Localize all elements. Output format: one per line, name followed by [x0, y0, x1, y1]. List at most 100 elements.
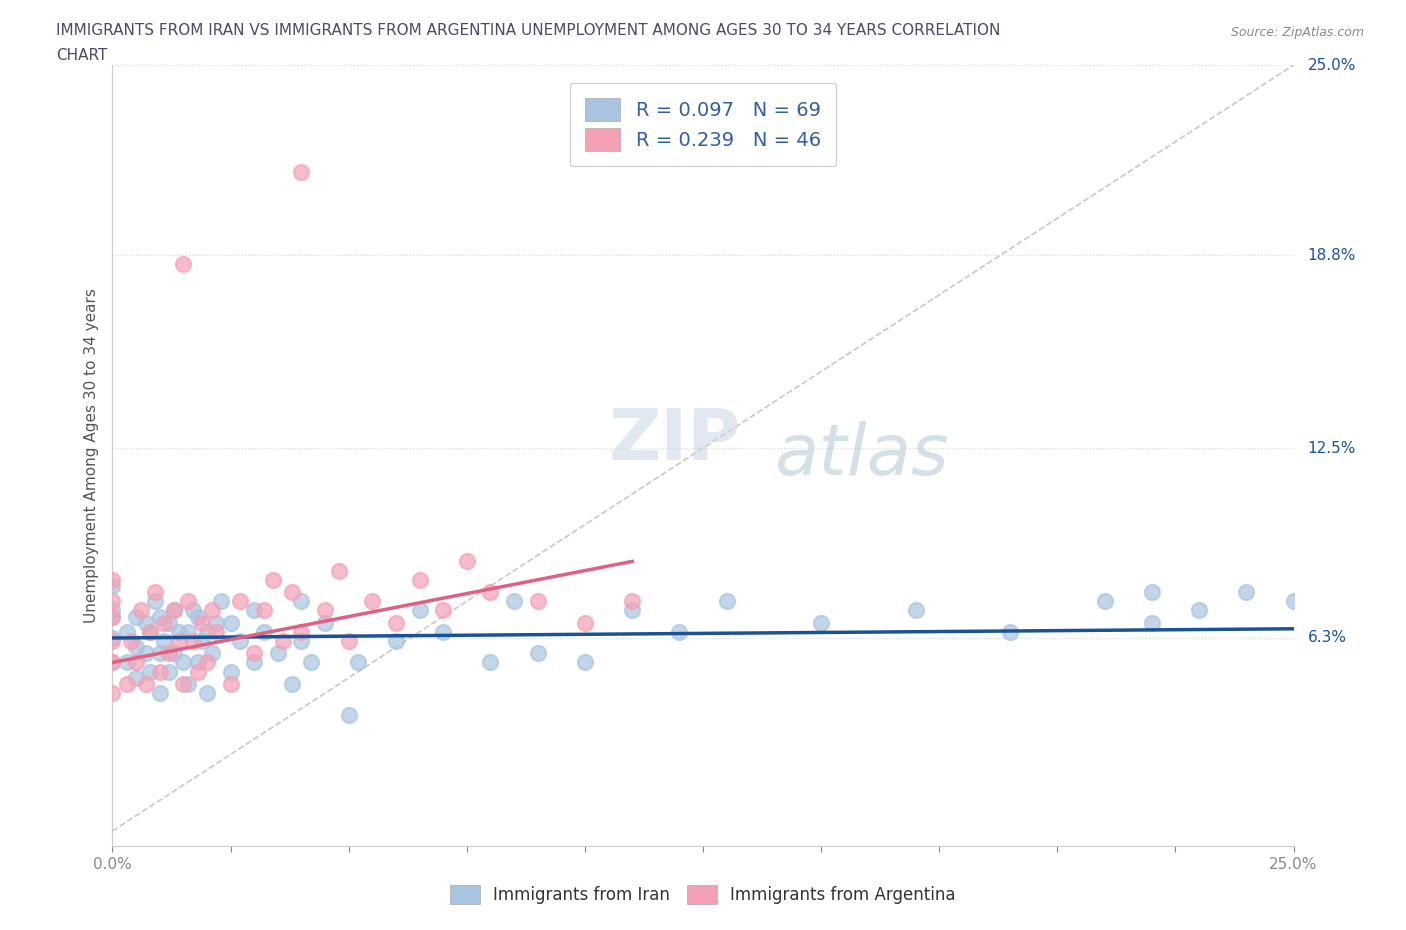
Point [314, 616, 336, 631]
Point [1282, 593, 1305, 608]
Point [201, 603, 224, 618]
Point [1094, 593, 1116, 608]
Point [125, 640, 148, 655]
Point [253, 624, 276, 639]
Point [998, 624, 1021, 639]
Point [229, 633, 252, 648]
Point [432, 603, 454, 618]
Point [479, 655, 502, 670]
Point [385, 616, 408, 631]
Point [1188, 603, 1211, 618]
Point [347, 655, 370, 670]
Point [205, 616, 228, 631]
Point [574, 616, 596, 631]
Point [810, 616, 832, 631]
Point [186, 664, 208, 679]
Text: IMMIGRANTS FROM IRAN VS IMMIGRANTS FROM ARGENTINA UNEMPLOYMENT AMONG AGES 30 TO : IMMIGRANTS FROM IRAN VS IMMIGRANTS FROM … [56, 23, 1001, 38]
Point [177, 676, 200, 691]
Y-axis label: Unemployment Among Ages 30 to 34 years: Unemployment Among Ages 30 to 34 years [83, 288, 98, 623]
Text: 6.3%: 6.3% [1308, 631, 1347, 645]
Point [115, 655, 138, 670]
Point [101, 593, 124, 608]
Point [337, 707, 360, 722]
Point [503, 593, 526, 608]
Point [621, 603, 644, 618]
Point [101, 609, 124, 624]
Point [167, 624, 190, 639]
Point [526, 593, 548, 608]
Point [262, 572, 284, 587]
Legend: Immigrants from Iran, Immigrants from Argentina: Immigrants from Iran, Immigrants from Ar… [441, 876, 965, 912]
Point [101, 655, 124, 670]
Point [219, 676, 242, 691]
Point [181, 633, 204, 648]
Point [361, 593, 384, 608]
Point [243, 603, 266, 618]
Point [408, 603, 430, 618]
Point [115, 624, 138, 639]
Text: CHART: CHART [56, 48, 108, 63]
Point [153, 616, 176, 631]
Point [290, 593, 312, 608]
Point [135, 676, 157, 691]
Point [314, 603, 336, 618]
Point [456, 554, 478, 569]
Point [157, 616, 180, 631]
Text: 18.8%: 18.8% [1308, 247, 1355, 262]
Point [157, 664, 180, 679]
Text: Source: ZipAtlas.com: Source: ZipAtlas.com [1230, 26, 1364, 39]
Point [125, 609, 148, 624]
Point [290, 624, 312, 639]
Point [177, 624, 200, 639]
Point [290, 165, 312, 179]
Point [163, 645, 186, 660]
Point [101, 631, 124, 645]
Point [271, 633, 294, 648]
Legend: R = 0.097   N = 69, R = 0.239   N = 46: R = 0.097 N = 69, R = 0.239 N = 46 [569, 83, 837, 166]
Point [172, 655, 194, 670]
Point [281, 676, 304, 691]
Point [621, 593, 644, 608]
Point [219, 664, 242, 679]
Point [219, 616, 242, 631]
Point [526, 645, 548, 660]
Point [574, 655, 596, 670]
Point [163, 603, 186, 618]
Point [1140, 616, 1163, 631]
Point [125, 655, 148, 670]
Point [153, 633, 176, 648]
Point [191, 633, 214, 648]
Point [479, 585, 502, 600]
Point [281, 585, 304, 600]
Point [253, 603, 276, 618]
Text: atlas: atlas [773, 421, 949, 490]
Point [243, 655, 266, 670]
Point [149, 609, 172, 624]
Point [167, 633, 190, 648]
Point [385, 633, 408, 648]
Point [186, 655, 208, 670]
Point [101, 633, 124, 648]
Point [139, 624, 162, 639]
Point [191, 616, 214, 631]
Point [135, 645, 157, 660]
Point [172, 257, 194, 272]
Point [668, 624, 690, 639]
Point [149, 664, 172, 679]
Point [143, 593, 166, 608]
Point [195, 655, 218, 670]
Text: 25.0%: 25.0% [1308, 58, 1355, 73]
Point [328, 564, 350, 578]
Text: ZIP: ZIP [609, 405, 741, 474]
Point [195, 624, 218, 639]
Point [143, 585, 166, 600]
Point [101, 603, 124, 618]
Point [267, 645, 290, 660]
Point [195, 685, 218, 700]
Point [432, 624, 454, 639]
Point [101, 572, 124, 587]
Point [299, 655, 322, 670]
Point [1140, 585, 1163, 600]
Point [209, 593, 232, 608]
Point [149, 645, 172, 660]
